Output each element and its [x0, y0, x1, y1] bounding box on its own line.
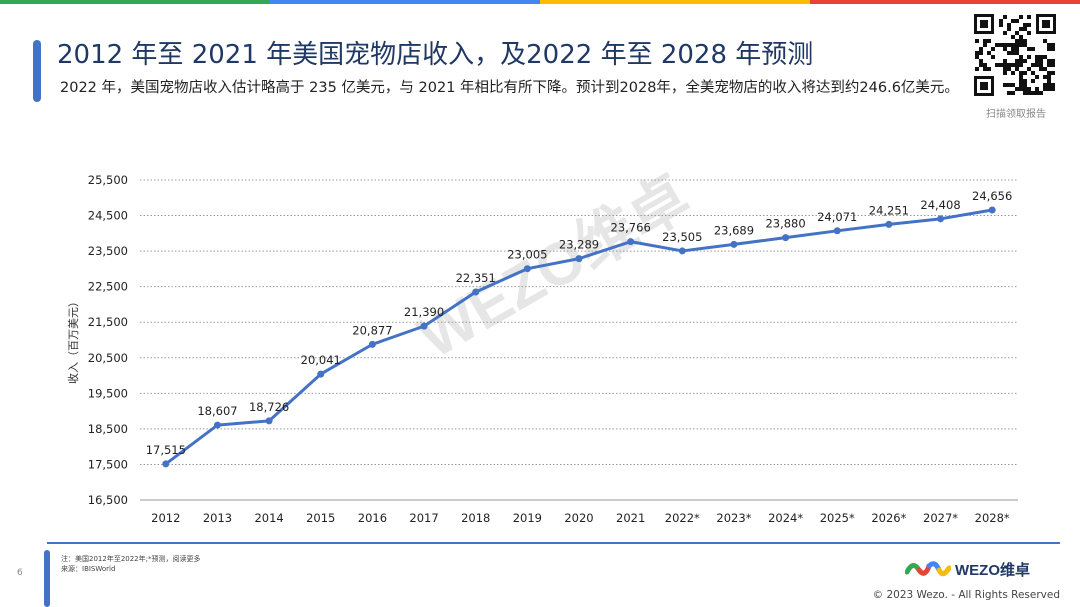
x-tick-label: 2012	[151, 511, 180, 525]
data-label: 24,408	[920, 198, 960, 212]
x-axis-ticks: 2012 2013 2014 2015 2016 2017 2018 2019 2020 2021…	[151, 511, 1010, 525]
x-tick-label: 2015	[306, 511, 335, 525]
y-tick-label: 19,500	[88, 386, 128, 400]
data-label: 20,041	[301, 353, 341, 367]
data-label: 24,071	[817, 210, 857, 224]
data-label: 20,877	[352, 323, 392, 337]
top-color-bar	[0, 0, 1080, 4]
data-point	[730, 240, 738, 248]
top-bar-yellow	[540, 0, 810, 4]
wezo-logo: WEZO维卓	[905, 558, 1030, 580]
x-tick-label: 2025*	[820, 511, 855, 525]
y-tick-label: 21,500	[88, 315, 128, 329]
data-point	[472, 288, 480, 296]
x-tick-label: 2017	[409, 511, 438, 525]
y-tick-label: 20,500	[88, 351, 128, 365]
data-point	[368, 340, 376, 348]
data-point	[782, 234, 790, 242]
page-number: 6	[17, 568, 23, 578]
logo-text: WEZO维卓	[955, 561, 1030, 579]
footer-divider	[47, 542, 1060, 544]
top-bar-blue	[270, 0, 540, 4]
data-labels: 17,515 18,607 18,726 20,041 20,877 21,390 22,3…	[146, 189, 1013, 457]
y-tick-label: 25,500	[88, 173, 128, 187]
data-label: 23,880	[765, 217, 805, 231]
source-line: 来源：IBISWorld	[61, 565, 116, 573]
data-label: 23,766	[611, 221, 651, 235]
x-tick-label: 2018	[461, 511, 490, 525]
data-point	[575, 255, 583, 263]
data-label: 18,607	[197, 404, 237, 418]
data-point	[988, 206, 996, 214]
data-label: 23,689	[714, 223, 754, 237]
y-tick-label: 23,500	[88, 244, 128, 258]
x-tick-label: 2024*	[768, 511, 803, 525]
qr-caption: 扫描领取报告	[986, 109, 1046, 120]
data-label: 24,251	[869, 203, 909, 217]
chart-grid	[140, 179, 1018, 501]
x-tick-label: 2016	[358, 511, 387, 525]
data-label: 23,005	[507, 248, 547, 262]
footnotes: 注：美国2012年至2022年;*预测，阅读更多 来源：IBISWorld	[61, 554, 201, 574]
x-tick-label: 2021	[616, 511, 645, 525]
x-tick-label: 2027*	[923, 511, 958, 525]
data-point	[162, 460, 170, 468]
y-tick-label: 24,500	[88, 209, 128, 223]
data-label: 21,390	[404, 305, 444, 319]
data-label: 22,351	[456, 271, 496, 285]
data-point	[627, 238, 635, 246]
wezo-logo-icon	[905, 561, 951, 576]
data-point	[833, 227, 841, 235]
data-point	[523, 265, 531, 273]
y-axis-label: 收入（百万美元）	[66, 296, 80, 384]
title-accent-bar	[33, 40, 41, 102]
x-tick-label: 2023*	[716, 511, 751, 525]
copyright: © 2023 Wezo. - All Rights Reserved	[872, 589, 1060, 601]
y-axis-ticks: 16,500 17,500 18,500 19,500 20,500 21,500 22,5…	[88, 173, 128, 507]
x-tick-label: 2022*	[665, 511, 700, 525]
y-tick-label: 18,500	[88, 422, 128, 436]
top-bar-green	[0, 0, 270, 4]
y-tick-label: 22,500	[88, 280, 128, 294]
data-label: 17,515	[146, 443, 186, 457]
data-label: 23,505	[662, 230, 702, 244]
y-tick-label: 17,500	[88, 457, 128, 471]
page-subtitle: 2022 年，美国宠物店收入估计略高于 235 亿美元，与 2021 年相比有所…	[60, 80, 959, 96]
x-tick-label: 2019	[513, 511, 542, 525]
data-point	[678, 247, 686, 255]
footer-accent-bar	[44, 550, 50, 607]
data-label: 23,289	[559, 238, 599, 252]
series-revenue	[162, 206, 996, 468]
y-tick-label: 16,500	[88, 493, 128, 507]
data-point	[265, 417, 273, 425]
data-point	[213, 421, 221, 429]
top-bar-red	[810, 0, 1080, 4]
footnote-line: 注：美国2012年至2022年;*预测，阅读更多	[61, 555, 201, 563]
x-tick-label: 2020	[564, 511, 593, 525]
x-tick-label: 2014	[254, 511, 283, 525]
data-label: 18,726	[249, 400, 289, 414]
x-tick-label: 2028*	[975, 511, 1010, 525]
x-tick-label: 2026*	[871, 511, 906, 525]
qr-code-icon[interactable]	[972, 12, 1058, 98]
data-point	[317, 370, 325, 378]
data-label: 24,656	[972, 189, 1012, 203]
x-tick-label: 2013	[203, 511, 232, 525]
data-point	[420, 322, 428, 330]
data-point	[885, 220, 893, 228]
data-point	[937, 215, 945, 223]
page-title: 2012 年至 2021 年美国宠物店收入，及2022 年至 2028 年预测	[57, 40, 814, 70]
